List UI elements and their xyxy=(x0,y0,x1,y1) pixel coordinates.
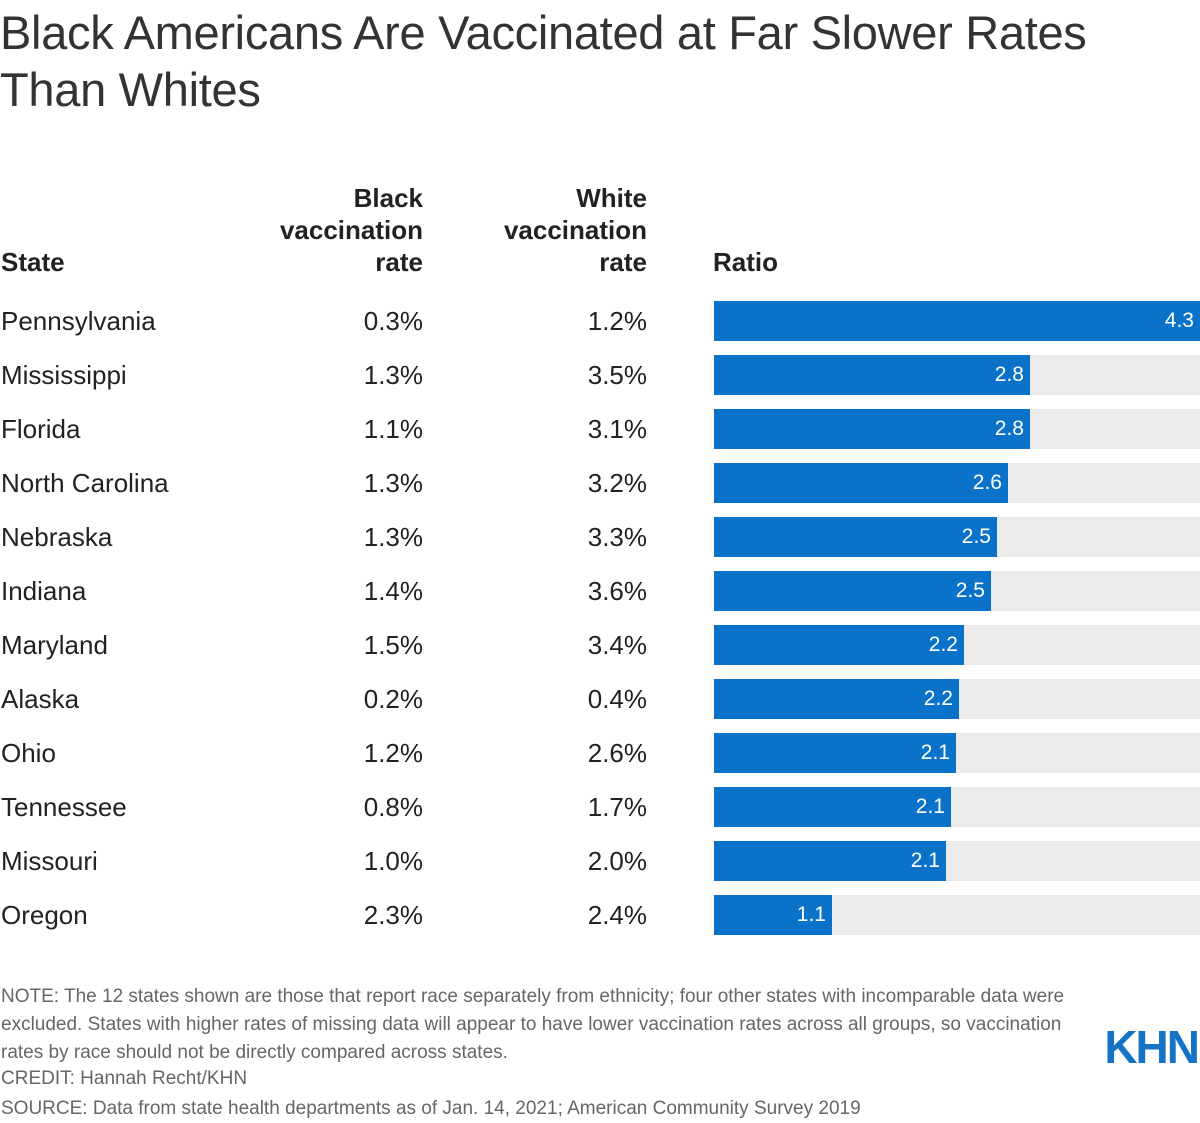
header-white-line-2: vaccination xyxy=(503,215,647,245)
state-name: Missouri xyxy=(1,846,98,876)
ratio-value-label: 2.1 xyxy=(920,741,950,764)
state-name: Mississippi xyxy=(1,360,127,390)
ratio-bar: 2.6 xyxy=(714,463,1008,503)
ratio-value-label: 2.5 xyxy=(961,525,991,548)
ratio-bar-track: 2.2 xyxy=(714,679,1200,719)
header-state: State xyxy=(1,247,65,277)
white-rate-value: 1.2% xyxy=(587,306,647,336)
credit-text: CREDIT: Hannah Recht/KHN xyxy=(1,1068,248,1089)
table-row: North Carolina 1.3% 3.2% 2.6 xyxy=(0,463,1200,517)
black-rate-value: 1.3% xyxy=(363,360,423,390)
table-row: Indiana 1.4% 3.6% 2.5 xyxy=(0,571,1200,625)
ratio-value-label: 2.5 xyxy=(955,579,985,602)
table-row: Mississippi 1.3% 3.5% 2.8 xyxy=(0,355,1200,409)
note-text: NOTE: The 12 states shown are those that… xyxy=(1,986,1065,1063)
ratio-bar-track: 4.3 xyxy=(714,301,1200,341)
white-rate-value: 3.5% xyxy=(587,360,647,390)
white-rate-value: 0.4% xyxy=(587,684,647,714)
ratio-bar: 2.5 xyxy=(714,517,997,557)
black-rate-value: 1.3% xyxy=(363,468,423,498)
state-name: Nebraska xyxy=(1,522,113,552)
ratio-bar: 2.2 xyxy=(714,625,964,665)
ratio-bar: 2.8 xyxy=(714,409,1030,449)
ratio-bar-track: 2.1 xyxy=(714,787,1200,827)
ratio-bar-track: 2.1 xyxy=(714,733,1200,773)
white-rate-value: 2.6% xyxy=(587,738,647,768)
ratio-value-label: 1.1 xyxy=(796,903,826,926)
header-black-line-3: rate xyxy=(375,247,423,277)
table-row: Ohio 1.2% 2.6% 2.1 xyxy=(0,733,1200,787)
black-rate-value: 1.2% xyxy=(363,738,423,768)
header-ratio: Ratio xyxy=(713,247,778,277)
ratio-bar-track: 2.5 xyxy=(714,517,1200,557)
ratio-bar-track: 1.1 xyxy=(714,895,1200,935)
ratio-bar: 2.8 xyxy=(714,355,1030,395)
white-rate-value: 3.2% xyxy=(587,468,647,498)
ratio-bar-track: 2.8 xyxy=(714,355,1200,395)
ratio-bar: 1.1 xyxy=(714,895,832,935)
state-name: Tennessee xyxy=(1,792,127,822)
header-white-line-3: rate xyxy=(599,247,647,277)
black-rate-value: 0.8% xyxy=(363,792,423,822)
state-name: Oregon xyxy=(1,900,88,930)
black-rate-value: 0.2% xyxy=(363,684,423,714)
ratio-value-label: 2.2 xyxy=(923,687,953,710)
table-row: Pennsylvania 0.3% 1.2% 4.3 xyxy=(0,301,1200,355)
ratio-bar: 2.1 xyxy=(714,841,946,881)
chart-title: Black Americans Are Vaccinated at Far Sl… xyxy=(0,6,1087,116)
ratio-value-label: 4.3 xyxy=(1164,309,1194,332)
table-row: Oregon 2.3% 2.4% 1.1 xyxy=(0,895,1200,949)
header-white-rate: White vaccination rate xyxy=(455,182,647,278)
table-row: Maryland 1.5% 3.4% 2.2 xyxy=(0,625,1200,679)
table-row: Missouri 1.0% 2.0% 2.1 xyxy=(0,841,1200,895)
ratio-bar-track: 2.1 xyxy=(714,841,1200,881)
table-row: Florida 1.1% 3.1% 2.8 xyxy=(0,409,1200,463)
ratio-bar: 2.1 xyxy=(714,787,951,827)
state-name: Ohio xyxy=(1,738,56,768)
black-rate-value: 1.5% xyxy=(363,630,423,660)
white-rate-value: 3.1% xyxy=(587,414,647,444)
black-rate-value: 2.3% xyxy=(363,900,423,930)
ratio-value-label: 2.8 xyxy=(994,363,1024,386)
black-rate-value: 0.3% xyxy=(363,306,423,336)
ratio-value-label: 2.8 xyxy=(994,417,1024,440)
white-rate-value: 3.4% xyxy=(587,630,647,660)
state-name: Maryland xyxy=(1,630,108,660)
ratio-bar: 2.2 xyxy=(714,679,959,719)
white-rate-value: 3.6% xyxy=(587,576,647,606)
header-black-line-1: Black xyxy=(353,183,423,213)
black-rate-value: 1.4% xyxy=(363,576,423,606)
ratio-bar-track: 2.6 xyxy=(714,463,1200,503)
table-row: Nebraska 1.3% 3.3% 2.5 xyxy=(0,517,1200,571)
ratio-bar-track: 2.2 xyxy=(714,625,1200,665)
black-rate-value: 1.3% xyxy=(363,522,423,552)
white-rate-value: 3.3% xyxy=(587,522,647,552)
state-name: Florida xyxy=(1,414,81,444)
ratio-value-label: 2.1 xyxy=(915,795,945,818)
ratio-value-label: 2.2 xyxy=(928,633,958,656)
state-name: North Carolina xyxy=(1,468,169,498)
white-rate-value: 2.0% xyxy=(587,846,647,876)
ratio-bar-track: 2.5 xyxy=(714,571,1200,611)
state-name: Indiana xyxy=(1,576,87,606)
ratio-value-label: 2.1 xyxy=(910,849,940,872)
white-rate-value: 1.7% xyxy=(587,792,647,822)
khn-logo: KHN xyxy=(1104,1021,1200,1073)
table-row: Tennessee 0.8% 1.7% 2.1 xyxy=(0,787,1200,841)
ratio-bar: 2.5 xyxy=(714,571,991,611)
state-name: Pennsylvania xyxy=(1,306,156,336)
table-row: Alaska 0.2% 0.4% 2.2 xyxy=(0,679,1200,733)
white-rate-value: 2.4% xyxy=(587,900,647,930)
ratio-bar: 4.3 xyxy=(714,301,1200,341)
ratio-value-label: 2.6 xyxy=(972,471,1002,494)
black-rate-value: 1.0% xyxy=(363,846,423,876)
header-black-rate: Black vaccination rate xyxy=(230,182,423,278)
source-text: SOURCE: Data from state health departmen… xyxy=(1,1098,861,1119)
ratio-bar-track: 2.8 xyxy=(714,409,1200,449)
state-name: Alaska xyxy=(1,684,80,714)
header-black-line-2: vaccination xyxy=(279,215,423,245)
ratio-bar: 2.1 xyxy=(714,733,956,773)
header-white-line-1: White xyxy=(576,183,647,213)
black-rate-value: 1.1% xyxy=(363,414,423,444)
